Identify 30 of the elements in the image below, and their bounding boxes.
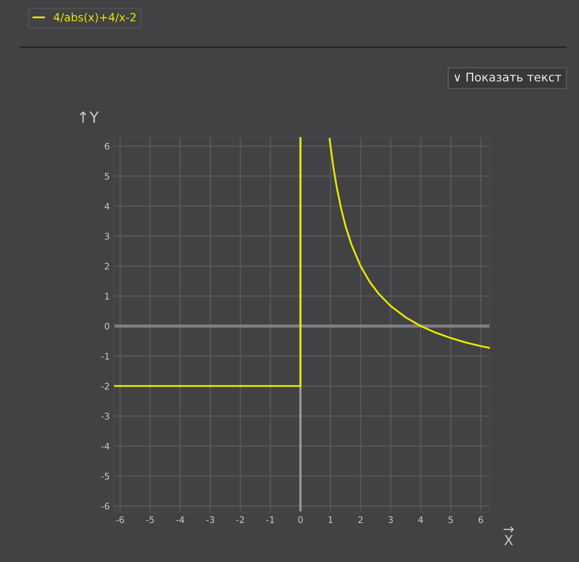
x-tick-label: -2: [236, 516, 244, 524]
y-tick-label: -1: [101, 352, 110, 360]
y-tick-label: 6: [104, 142, 110, 150]
x-tick-label: -6: [116, 516, 124, 524]
y-tick-label: -3: [101, 412, 110, 420]
y-tick-label: 2: [104, 262, 109, 270]
y-tick-label: 5: [104, 172, 110, 180]
x-tick-label: 6: [478, 516, 484, 524]
y-tick-label: -2: [101, 382, 109, 390]
y-tick-label: 4: [104, 202, 110, 210]
y-tick-label: 0: [104, 322, 110, 330]
x-tick-label: 3: [388, 516, 393, 524]
y-tick-label: -6: [101, 502, 110, 510]
y-tick-label: -5: [101, 472, 110, 480]
text: ∨ Показать текст: [454, 72, 562, 82]
x-tick-label: -5: [146, 516, 154, 524]
x-tick-label: -4: [176, 516, 184, 524]
x-tick-label: 2: [358, 516, 363, 524]
x-tick-label: 0: [298, 516, 303, 524]
y-tick-label: -4: [101, 442, 110, 450]
y-axis-title: ↑Y: [80, 112, 99, 123]
x-tick-label: 1: [328, 516, 333, 524]
x-tick-label: -1: [266, 516, 274, 524]
x-tick-label: 5: [448, 516, 453, 524]
y-tick-label: 1: [105, 292, 110, 300]
x-tick-label: -3: [206, 516, 214, 524]
y-tick-label: 3: [104, 232, 110, 240]
legend-label: 4/abs(x)+4/x-2: [54, 12, 136, 23]
x-axis-title: → X: [504, 526, 514, 546]
x-tick-label: 4: [418, 516, 424, 524]
